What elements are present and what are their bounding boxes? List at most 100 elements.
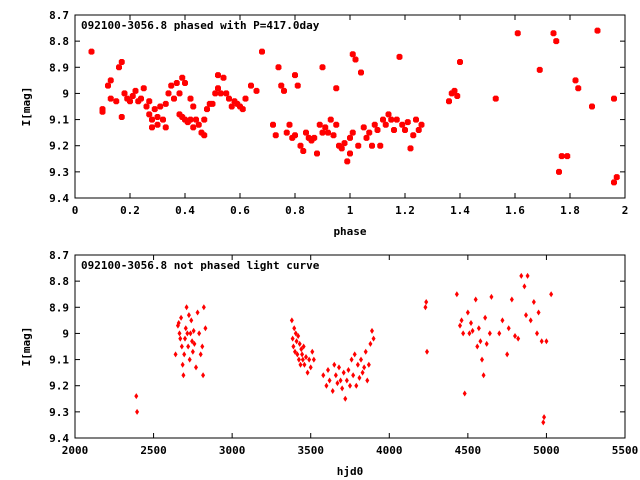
data-point: [524, 312, 528, 319]
data-point: [480, 356, 484, 363]
y-tick-label: 9.2: [49, 380, 69, 393]
data-point: [374, 127, 381, 134]
data-point: [99, 108, 106, 115]
data-point: [341, 140, 348, 147]
data-point: [369, 142, 375, 149]
data-point: [522, 283, 527, 290]
data-point: [535, 330, 539, 337]
data-point: [475, 343, 480, 350]
y-tick-label: 8.7: [49, 249, 69, 262]
data-point: [354, 382, 359, 389]
data-point: [310, 348, 315, 355]
data-point: [127, 98, 133, 105]
y-tick-label: 9.3: [49, 166, 69, 179]
data-point: [173, 79, 180, 86]
data-point: [544, 338, 549, 345]
data-point: [539, 338, 544, 345]
data-point: [293, 348, 297, 355]
data-point: [404, 119, 411, 126]
data-point: [198, 351, 203, 358]
data-point: [330, 132, 337, 139]
data-point: [203, 325, 208, 332]
data-point: [348, 382, 352, 389]
data-point: [462, 390, 467, 397]
data-point: [294, 82, 301, 89]
data-point: [484, 340, 489, 347]
data-point: [187, 116, 194, 123]
data-point: [553, 38, 560, 45]
data-point: [349, 51, 356, 58]
data-point: [299, 346, 304, 353]
data-point: [194, 364, 198, 371]
data-point: [146, 111, 153, 118]
data-point: [476, 325, 481, 332]
data-point: [473, 296, 478, 303]
data-point: [346, 367, 351, 374]
data-point: [298, 361, 303, 368]
x-axis-label: hjd0: [337, 465, 364, 478]
data-point: [215, 72, 221, 79]
data-point: [446, 98, 452, 105]
data-point: [201, 132, 208, 139]
data-point: [132, 87, 139, 94]
data-point: [349, 356, 354, 363]
data-point: [113, 98, 120, 105]
data-point: [154, 121, 161, 128]
data-point: [465, 309, 470, 316]
data-point: [305, 369, 310, 376]
data-point: [459, 317, 464, 324]
data-point: [341, 369, 346, 376]
data-point: [509, 296, 514, 303]
x-tick-label: 3500: [297, 444, 324, 457]
data-point: [303, 129, 309, 136]
data-point: [204, 106, 210, 113]
data-point: [549, 291, 554, 298]
data-point: [292, 325, 297, 332]
x-tick-label: 0.8: [285, 204, 305, 217]
data-point: [483, 314, 488, 321]
data-point: [423, 304, 428, 311]
data-point: [594, 27, 601, 34]
data-point: [454, 93, 461, 100]
data-point: [351, 372, 356, 379]
data-point: [178, 335, 183, 342]
x-tick-label: 3000: [219, 444, 246, 457]
data-point: [368, 340, 373, 347]
data-point: [281, 87, 287, 94]
data-point: [311, 356, 316, 363]
data-point: [344, 158, 351, 165]
data-point: [487, 330, 492, 337]
y-tick-label: 9.4: [49, 192, 69, 205]
data-point: [217, 90, 224, 97]
y-tick-label: 8.8: [49, 35, 69, 48]
data-point: [513, 333, 517, 340]
data-point: [165, 90, 172, 97]
data-point: [201, 372, 206, 379]
x-tick-label: 1.8: [560, 204, 580, 217]
data-point: [458, 322, 462, 329]
data-point: [611, 179, 617, 186]
data-point: [506, 325, 511, 332]
plot-title: 092100-3056.8 phased with P=417.0day: [81, 19, 320, 32]
x-tick-label: 5000: [533, 444, 560, 457]
data-point: [332, 361, 337, 368]
data-point: [330, 387, 335, 394]
x-tick-label: 2: [622, 204, 629, 217]
x-axis-label: phase: [333, 225, 366, 238]
data-point: [160, 116, 166, 123]
data-point: [402, 127, 408, 134]
x-tick-label: 4000: [376, 444, 403, 457]
data-point: [469, 319, 473, 326]
data-point: [301, 343, 306, 350]
data-point: [481, 372, 486, 379]
data-point: [189, 317, 194, 324]
data-point: [173, 351, 178, 358]
data-point: [396, 53, 403, 60]
data-point: [589, 103, 595, 110]
data-point: [293, 330, 298, 337]
data-point: [451, 87, 458, 94]
x-tick-label: 4500: [455, 444, 482, 457]
data-point: [149, 116, 155, 123]
data-point: [362, 364, 367, 371]
data-point: [558, 153, 565, 160]
